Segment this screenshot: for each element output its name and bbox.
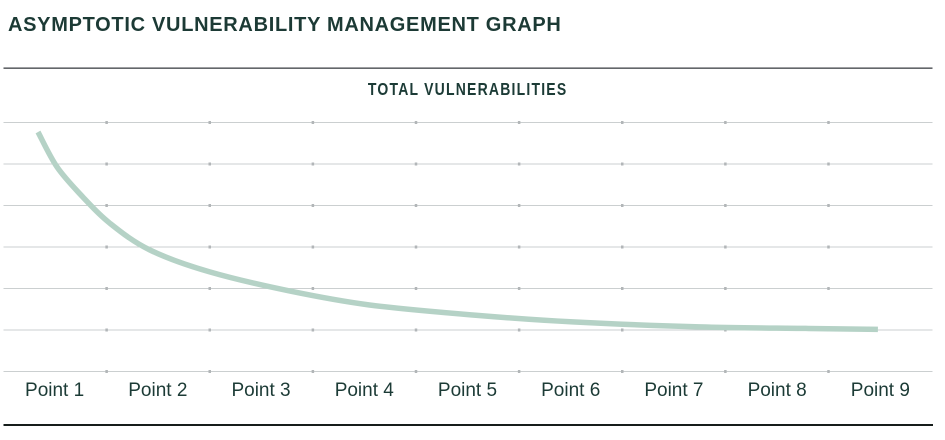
x-axis-label: Point 8 bbox=[747, 380, 807, 401]
gridline-tick bbox=[414, 328, 418, 332]
x-axis-label: Point 7 bbox=[644, 380, 704, 401]
x-axis-labels: Point 1 Point 2 Point 3 Point 4 Point 5 Point… bbox=[3, 380, 932, 402]
gridline-tick bbox=[311, 245, 315, 249]
gridline-tick bbox=[517, 328, 521, 332]
gridline-tick bbox=[208, 245, 211, 249]
gridline-tick bbox=[311, 328, 315, 332]
x-axis-label: Point 6 bbox=[541, 380, 601, 401]
gridline-tick bbox=[724, 370, 727, 373]
gridline-tick bbox=[517, 121, 521, 124]
gridline-tick bbox=[621, 287, 624, 290]
gridline-tick bbox=[517, 287, 521, 290]
x-axis-label: Point 1 bbox=[25, 380, 85, 401]
gridline-tick bbox=[414, 287, 418, 290]
x-axis-label: Point 9 bbox=[850, 380, 910, 401]
gridline-tick bbox=[517, 162, 521, 166]
gridline-tick bbox=[208, 370, 211, 373]
gridline-tick bbox=[621, 370, 624, 373]
gridline-tick bbox=[724, 204, 727, 207]
gridline-tick bbox=[208, 328, 211, 332]
gridline-tick bbox=[311, 204, 315, 207]
page-title: ASYMPTOTIC VULNERABILITY MANAGEMENT GRAP… bbox=[8, 14, 562, 36]
x-axis-label: Point 3 bbox=[231, 380, 291, 401]
gridline-tick bbox=[208, 204, 211, 207]
gridline-tick bbox=[517, 370, 521, 373]
gridline-tick bbox=[517, 245, 521, 249]
gridline-tick bbox=[414, 162, 418, 166]
gridline-tick bbox=[208, 121, 211, 124]
gridline-tick bbox=[724, 121, 727, 124]
gridline-tick bbox=[105, 204, 108, 207]
gridline-tick bbox=[724, 162, 727, 166]
gridline-tick bbox=[208, 162, 211, 166]
gridline-tick bbox=[724, 287, 727, 290]
gridline-tick bbox=[311, 287, 315, 290]
x-axis-label: Point 4 bbox=[334, 380, 394, 401]
gridline-tick bbox=[827, 245, 830, 249]
gridline-tick bbox=[311, 121, 315, 124]
chart-subtitle-row: TOTAL VULNERABILITIES bbox=[3, 79, 932, 100]
gridline-tick bbox=[414, 121, 418, 124]
gridline-tick bbox=[621, 162, 624, 166]
gridline-tick bbox=[621, 204, 624, 207]
x-axis-label: Point 2 bbox=[128, 380, 188, 401]
gridline-tick bbox=[517, 204, 521, 207]
gridline-tick bbox=[105, 370, 108, 373]
gridline-tick bbox=[105, 287, 108, 290]
gridline-tick bbox=[621, 121, 624, 124]
gridline-tick bbox=[827, 121, 830, 124]
gridline-tick bbox=[105, 328, 108, 332]
gridline-tick bbox=[208, 287, 211, 290]
vulnerability-curve bbox=[35, 130, 878, 333]
gridline-tick bbox=[827, 204, 830, 207]
gridline-tick bbox=[311, 162, 315, 166]
gridline-tick bbox=[311, 370, 315, 373]
gridline-tick bbox=[414, 370, 418, 373]
gridline-tick bbox=[414, 204, 418, 207]
gridline-tick bbox=[414, 245, 418, 249]
gridline-tick bbox=[827, 162, 830, 166]
y-axis-title: TOTAL VULNERABILITIES bbox=[367, 79, 568, 99]
gridline-tick bbox=[621, 328, 624, 332]
x-axis-label: Point 5 bbox=[437, 380, 498, 401]
gridline-tick bbox=[105, 121, 108, 124]
gridline-tick bbox=[105, 162, 108, 166]
gridline-tick bbox=[827, 370, 830, 373]
gridline-tick bbox=[827, 287, 830, 290]
gridline-tick bbox=[724, 245, 727, 249]
gridline-tick bbox=[105, 245, 108, 249]
gridline-tick bbox=[621, 245, 624, 249]
